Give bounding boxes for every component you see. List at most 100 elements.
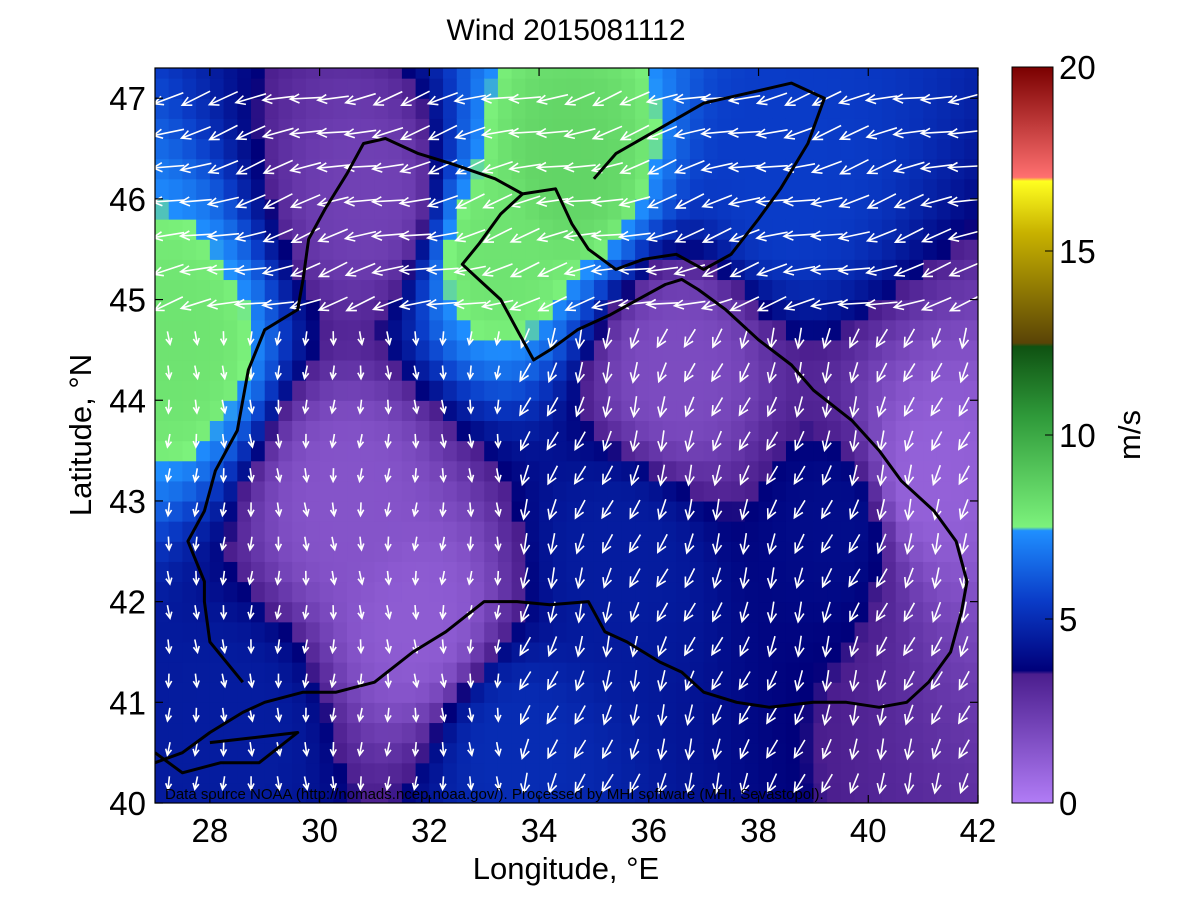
speed-cell	[539, 641, 554, 663]
wind-arrow	[821, 396, 833, 419]
speed-cell	[662, 198, 677, 220]
speed-cell	[443, 762, 458, 784]
speed-cell	[854, 641, 869, 663]
speed-cell	[607, 400, 622, 421]
wind-arrow	[893, 193, 924, 209]
speed-cell	[278, 239, 293, 260]
wind-arrow	[958, 396, 970, 417]
data-source-note: Data source NOAA (http://nomads.ncep.noa…	[165, 786, 824, 803]
wind-arrow	[520, 431, 531, 452]
wind-arrow	[357, 365, 365, 381]
speed-cell	[881, 500, 897, 522]
wind-arrow	[656, 533, 668, 554]
speed-cell	[744, 662, 760, 683]
speed-cell	[497, 380, 513, 401]
speed-cell	[168, 279, 184, 301]
speed-cell	[155, 782, 170, 803]
speed-cell	[484, 541, 499, 562]
speed-cell	[662, 742, 677, 764]
speed-cell	[799, 621, 814, 643]
speed-cell	[895, 541, 911, 562]
speed-cell	[511, 662, 526, 683]
wind-arrow	[794, 670, 805, 692]
speed-cell	[964, 682, 978, 703]
wind-arrow	[155, 263, 184, 277]
speed-cell	[539, 662, 554, 683]
wind-arrow	[711, 362, 724, 383]
speed-cell	[401, 339, 417, 361]
speed-cell	[484, 682, 499, 703]
wind-arrow	[619, 91, 650, 106]
speed-cell	[168, 581, 184, 603]
speed-cell	[785, 138, 801, 160]
speed-cell	[456, 521, 472, 542]
wind-arrow	[931, 362, 943, 383]
speed-cell	[744, 359, 760, 381]
speed-cell	[319, 480, 334, 502]
speed-cell	[209, 420, 225, 442]
speed-cell	[223, 178, 238, 200]
speed-cell	[772, 98, 787, 119]
speed-cell	[964, 742, 978, 764]
speed-cell	[319, 178, 334, 200]
speed-cell	[292, 380, 307, 401]
speed-cell	[539, 420, 554, 442]
speed-cell	[278, 641, 293, 663]
speed-cell	[511, 239, 526, 260]
speed-cell	[456, 259, 472, 281]
speed-cell	[539, 521, 554, 542]
speed-cell	[731, 400, 746, 421]
speed-cell	[868, 219, 883, 240]
speed-cell	[388, 359, 403, 381]
wind-arrow	[739, 601, 750, 624]
wind-arrow	[865, 127, 898, 140]
speed-cell	[689, 138, 705, 160]
wind-arrow	[302, 536, 310, 552]
speed-cell	[539, 319, 554, 341]
wind-arrow	[466, 536, 475, 552]
speed-cell	[758, 359, 773, 381]
speed-cell	[635, 339, 650, 361]
speed-cell	[950, 239, 965, 260]
wind-arrow	[494, 776, 502, 792]
speed-cell	[305, 702, 321, 724]
speed-cell	[662, 158, 677, 180]
speed-cell	[881, 581, 897, 603]
speed-cell	[950, 762, 965, 784]
speed-cell	[305, 782, 321, 803]
speed-cell	[168, 359, 184, 381]
speed-cell	[223, 480, 238, 502]
speed-cell	[827, 742, 842, 764]
speed-cell	[676, 219, 691, 240]
speed-cell	[456, 581, 472, 603]
speed-cell	[319, 219, 334, 240]
speed-cell	[799, 259, 814, 281]
wind-arrow	[793, 773, 806, 794]
speed-cell	[950, 78, 965, 99]
speed-cell	[662, 460, 677, 482]
speed-cell	[676, 702, 691, 724]
wind-arrow	[754, 161, 788, 173]
speed-cell	[827, 319, 842, 341]
wind-arrow	[274, 570, 282, 586]
wind-arrow	[563, 264, 596, 277]
speed-cell	[182, 782, 197, 803]
speed-cell	[772, 500, 787, 522]
speed-cell	[292, 601, 307, 623]
speed-cell	[251, 722, 266, 744]
speed-cell	[209, 319, 225, 341]
wind-arrow	[711, 670, 724, 691]
speed-cell	[333, 722, 348, 744]
speed-cell	[840, 460, 856, 482]
speed-cell	[388, 239, 403, 260]
wind-arrow	[439, 673, 447, 689]
speed-cell	[785, 480, 801, 502]
speed-cell	[881, 440, 897, 462]
speed-cell	[909, 359, 924, 381]
speed-cell	[566, 722, 581, 744]
speed-cell	[443, 742, 458, 764]
speed-cell	[703, 319, 718, 341]
wind-arrow	[958, 533, 970, 555]
speed-cell	[964, 299, 978, 321]
speed-cell	[388, 279, 403, 301]
